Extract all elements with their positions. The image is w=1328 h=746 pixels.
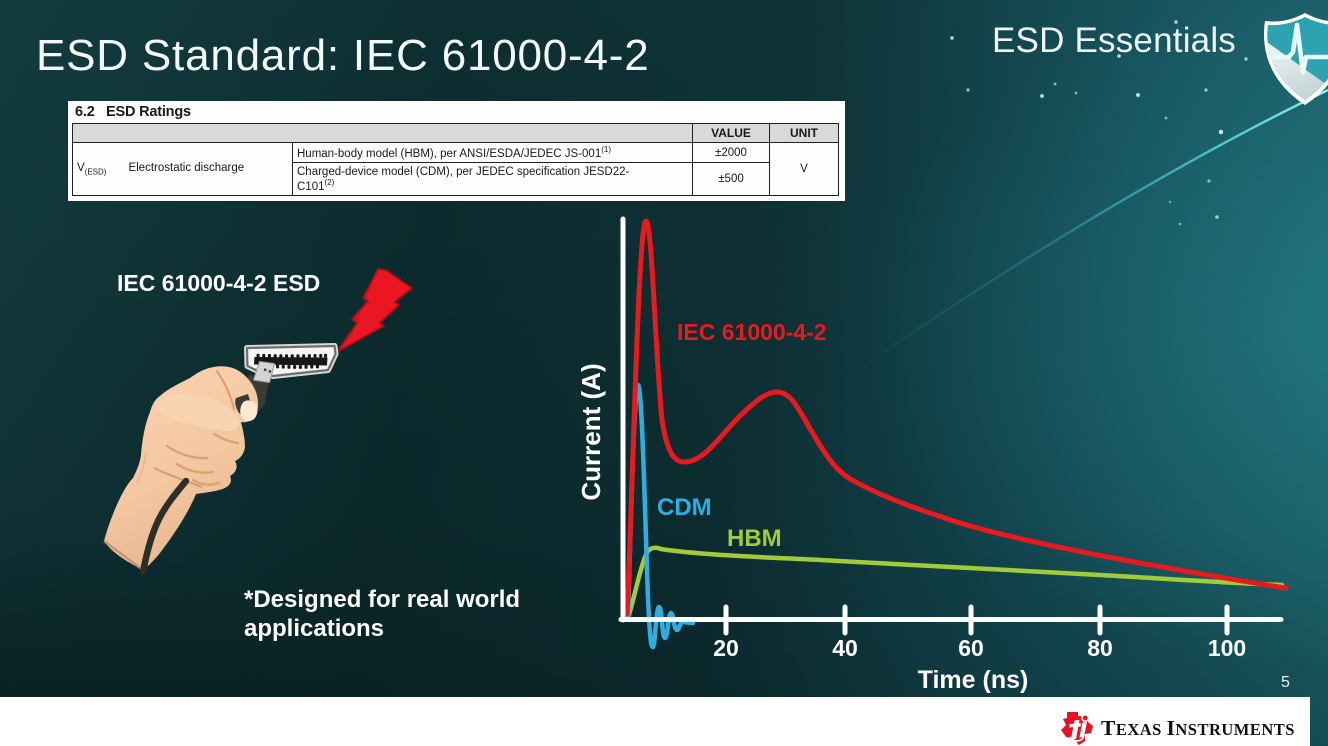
svg-text:20: 20 [713, 635, 739, 661]
svg-text:CDM: CDM [657, 494, 712, 521]
svg-text:60: 60 [958, 635, 984, 661]
svg-text:100: 100 [1208, 635, 1246, 661]
svg-text:Current (A): Current (A) [576, 363, 606, 500]
svg-text:HBM: HBM [727, 525, 782, 552]
svg-text:IEC 61000-4-2: IEC 61000-4-2 [677, 319, 827, 345]
svg-text:40: 40 [832, 635, 858, 661]
svg-text:Time (ns): Time (ns) [918, 666, 1029, 694]
svg-text:80: 80 [1087, 635, 1113, 661]
